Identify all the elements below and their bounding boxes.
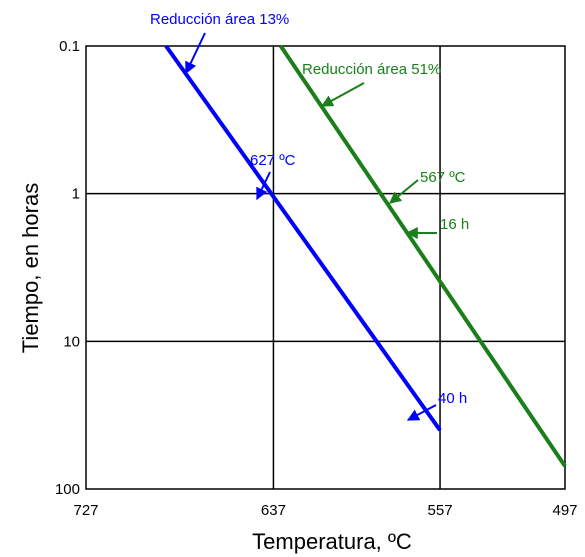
y-tick-label: 1 (72, 186, 80, 203)
x-tick-label: 637 (261, 502, 286, 519)
x-tick-label: 497 (552, 502, 577, 519)
series-line-reduccion-51 (279, 44, 567, 468)
x-axis-label: Temperatura, ºC (252, 529, 412, 554)
annotation-627c: 627 ºC (250, 152, 296, 201)
y-tick-label: 0.1 (59, 38, 80, 55)
y-tick-label: 100 (55, 481, 80, 498)
x-tick-label: 727 (73, 502, 98, 519)
annotation-reduccion-13: Reducción área 13% (150, 11, 289, 75)
svg-text:16 h: 16 h (440, 216, 469, 233)
annotation-40h: 40 h (406, 390, 467, 421)
svg-text:627 ºC: 627 ºC (250, 152, 296, 169)
svg-text:40 h: 40 h (438, 390, 467, 407)
svg-text:Reducción área 13%: Reducción área 13% (150, 11, 289, 28)
annotation-567c: 567 ºC (389, 169, 466, 204)
annotation-reduccion-51: Reducción área 51% (302, 61, 441, 107)
annotation-16h: 16 h (405, 216, 469, 239)
y-axis-label: Tiempo, en horas (18, 183, 43, 353)
series-line-reduccion-13 (164, 44, 442, 432)
x-tick-label: 557 (428, 502, 453, 519)
grid-lines (86, 46, 565, 489)
plot-frame (85, 45, 566, 490)
y-tick-label: 10 (63, 333, 80, 350)
svg-text:567 ºC: 567 ºC (420, 169, 466, 186)
svg-text:Reducción área 51%: Reducción área 51% (302, 61, 441, 78)
